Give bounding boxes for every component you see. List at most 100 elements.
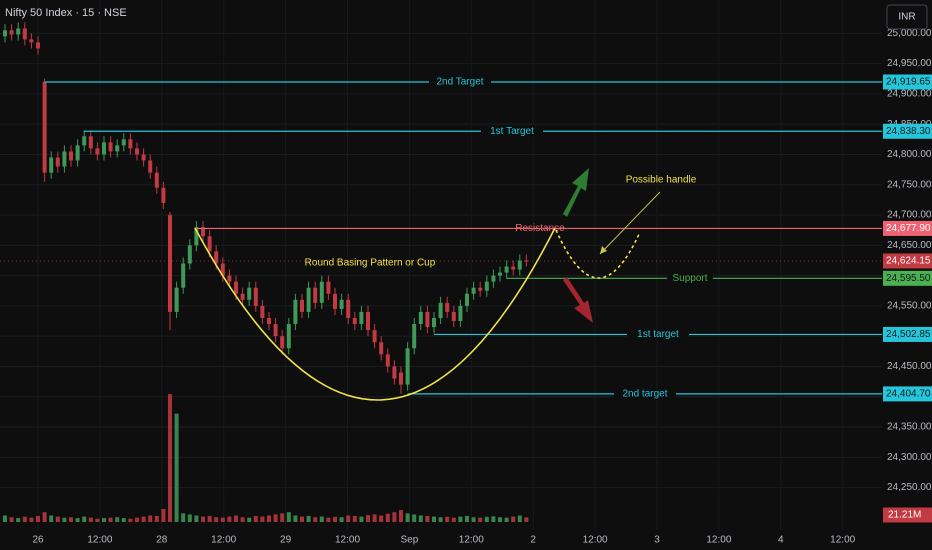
candle-body <box>339 299 344 309</box>
candle-body <box>29 39 34 43</box>
x-tick-label: 28 <box>156 535 168 546</box>
candle-body <box>154 172 159 188</box>
volume-bar <box>359 516 364 522</box>
volume-bar <box>121 518 126 522</box>
candle-body <box>412 324 417 349</box>
x-tick-label: 12:00 <box>830 535 855 546</box>
volume-bar <box>227 516 232 522</box>
candle-body <box>517 260 522 270</box>
volume-bar <box>194 515 199 522</box>
candle-body <box>168 215 172 312</box>
level-caption: 1st Target <box>490 126 534 137</box>
last-price-box <box>883 253 932 269</box>
level-caption: 2nd Target <box>436 77 483 88</box>
volume-bar <box>95 518 100 522</box>
pattern-label: Round Basing Pattern or Cup <box>305 258 436 269</box>
candle-body <box>214 251 219 264</box>
x-tick-label: 4 <box>778 535 784 546</box>
level-caption-bg <box>481 125 543 138</box>
level-price-box <box>883 123 932 139</box>
volume-bar <box>154 515 159 522</box>
x-tick-label: 12:00 <box>583 535 608 546</box>
candle-body <box>471 287 476 294</box>
candle-body <box>82 136 87 146</box>
level-caption-bg <box>667 272 713 285</box>
candle-body <box>392 366 397 379</box>
y-tick-label: 24,750.00 <box>887 179 932 190</box>
candle-body <box>121 139 126 146</box>
candle-body <box>16 28 21 35</box>
candle-body <box>88 136 93 149</box>
level-caption-bg <box>627 328 689 341</box>
volume-bar <box>69 517 73 522</box>
volume-bar <box>207 515 212 522</box>
y-tick-label: 24,800.00 <box>887 149 932 160</box>
volume-bar <box>425 515 430 522</box>
y-tick-label: 24,900.00 <box>887 89 932 100</box>
x-tick-label: 12:00 <box>211 535 236 546</box>
volume-bar <box>445 516 450 522</box>
candle-body <box>280 336 285 349</box>
volume-bar <box>313 517 318 522</box>
volume-bar <box>280 513 285 522</box>
level-price-label: 24,502.85 <box>886 329 931 340</box>
candle-body <box>399 372 403 385</box>
volume-bar <box>88 517 93 522</box>
level-caption: 2nd target <box>622 389 667 400</box>
volume-bar <box>465 515 469 522</box>
candle-body <box>201 227 205 237</box>
candle-body <box>260 305 265 318</box>
level-caption: 1st target <box>637 329 679 340</box>
candle-body <box>504 266 509 273</box>
volume-bar <box>517 515 522 522</box>
candle-body <box>326 281 331 294</box>
volume-bar <box>135 517 139 522</box>
candle-body <box>49 157 54 173</box>
currency-button[interactable] <box>886 4 928 30</box>
candle-body <box>313 287 318 303</box>
x-tick-label: 2 <box>530 535 536 546</box>
currency-label[interactable]: INR <box>898 12 915 23</box>
candle-body <box>240 293 245 300</box>
candle-body <box>458 305 463 322</box>
volume-bar <box>62 517 67 522</box>
level-caption: Support <box>672 273 707 284</box>
candle-body <box>42 81 47 173</box>
candle-body <box>498 272 502 276</box>
candle-body <box>102 142 106 155</box>
volume-bar <box>458 516 463 522</box>
candle-body <box>438 302 443 318</box>
candle-body <box>359 311 364 325</box>
candle-body <box>478 287 483 291</box>
volume-bar <box>352 515 357 522</box>
candle-body <box>286 324 291 349</box>
volume-bar <box>148 515 153 522</box>
volume-bar <box>300 516 304 522</box>
candle-body <box>194 227 199 246</box>
x-tick-label: 12:00 <box>706 535 731 546</box>
x-tick-label: 12:00 <box>335 535 360 546</box>
down-arrow <box>563 277 593 323</box>
last-price-label: 24,624.15 <box>886 256 931 267</box>
candle-body <box>9 30 14 35</box>
volume-bar <box>306 515 311 522</box>
y-tick-label: 25,000.00 <box>887 28 932 39</box>
candle-body <box>333 293 337 309</box>
handle-pointer-head <box>600 246 607 254</box>
volume-bar <box>286 512 291 522</box>
candle-body <box>141 154 146 161</box>
volume-bar <box>115 517 120 522</box>
handle-pointer <box>599 191 661 255</box>
volume-bar <box>366 515 370 522</box>
volume-bar <box>161 509 166 522</box>
candle-body <box>293 299 298 325</box>
candle-body <box>300 299 304 312</box>
volume-bar <box>372 514 377 522</box>
volume-bar <box>187 514 192 522</box>
volume-bar <box>346 515 351 522</box>
volume-bar <box>128 518 133 522</box>
level-caption: Resistance <box>515 223 565 234</box>
candle-body <box>418 311 423 325</box>
